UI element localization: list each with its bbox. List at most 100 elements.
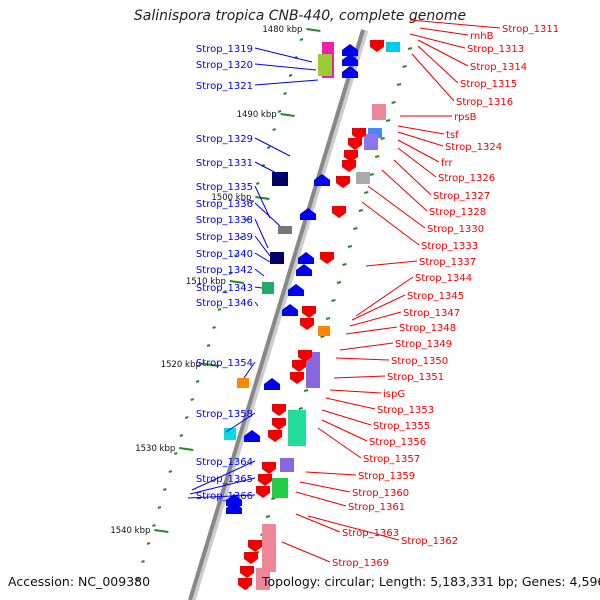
tick-mark	[152, 524, 156, 527]
tick-mark	[272, 128, 276, 131]
gene-arrow-reverse	[240, 566, 254, 578]
tick-mark	[168, 470, 173, 473]
gene-block-forward	[237, 378, 249, 388]
kbp-label: 1480 kbp	[262, 25, 302, 35]
gene-label-forward: Strop_1342	[196, 265, 253, 276]
kbp-label: 1540 kbp	[110, 526, 150, 536]
tick-mark	[391, 101, 396, 104]
gene-label-forward: Strop_1320	[196, 60, 253, 71]
label-leader-forward	[254, 185, 271, 219]
tick-mark	[369, 173, 374, 176]
gene-label-reverse: rnhB	[470, 31, 494, 42]
gene-block-reverse	[372, 104, 386, 120]
label-leader-reverse	[367, 185, 426, 229]
gene-arrow-reverse	[272, 404, 286, 416]
label-leader-reverse	[393, 159, 432, 196]
gene-label-reverse: Strop_1369	[332, 558, 389, 569]
map-title: Salinispora tropica CNB-440, complete ge…	[133, 8, 467, 24]
tick-mark	[298, 407, 303, 410]
gene-label-forward: Strop_1331	[196, 158, 253, 169]
tick-mark	[217, 308, 222, 311]
label-leader-forward	[191, 460, 256, 491]
kbp-label: 1530 kbp	[135, 444, 175, 454]
tick-mark	[266, 146, 271, 149]
label-leader-forward	[254, 252, 271, 263]
label-leader-forward	[254, 235, 271, 257]
gene-arrow-forward	[342, 54, 358, 66]
gene-arrow-reverse	[238, 578, 252, 590]
label-leader-reverse	[409, 33, 466, 49]
label-leader-reverse	[417, 45, 459, 84]
gene-label-reverse: Strop_1361	[348, 502, 405, 513]
gene-arrow-forward	[288, 284, 304, 296]
tick-mark	[374, 155, 380, 158]
gene-arrow-reverse	[344, 150, 358, 162]
gene-arrow-forward	[226, 494, 242, 506]
gene-label-forward: Strop_1358	[196, 409, 253, 420]
gene-block-forward	[262, 282, 274, 294]
gene-arrow-reverse	[300, 318, 314, 330]
gene-block-reverse	[306, 352, 320, 388]
gene-arrow-reverse	[258, 474, 272, 486]
gene-label-reverse: Strop_1363	[342, 528, 399, 539]
label-leader-reverse	[361, 201, 420, 246]
gene-label-forward: Strop_1343	[196, 283, 253, 294]
gene-label-reverse: Strop_1326	[438, 173, 495, 184]
gene-label-reverse: Strop_1351	[387, 372, 444, 383]
gene-label-reverse: Strop_1359	[358, 471, 415, 482]
gene-arrow-reverse	[352, 128, 366, 140]
tick-mark	[146, 542, 151, 545]
label-leader-reverse	[409, 19, 501, 29]
label-leader-reverse	[345, 326, 398, 335]
label-leader-forward	[254, 79, 319, 86]
tick-mark	[163, 488, 167, 491]
label-leader-reverse	[419, 27, 469, 36]
gene-block-forward	[270, 252, 284, 264]
gene-label-reverse: Strop_1344	[415, 273, 472, 284]
tick-mark	[206, 344, 211, 347]
gene-block-reverse	[262, 524, 276, 572]
gene-arrow-forward	[264, 378, 280, 390]
gene-arrow-reverse	[332, 206, 346, 218]
kbp-tick	[280, 113, 295, 117]
tick-mark	[250, 200, 255, 203]
tick-mark	[141, 560, 145, 563]
gene-label-reverse: Strop_1314	[470, 62, 527, 73]
gene-block-reverse	[386, 42, 400, 52]
gene-block-reverse	[272, 478, 288, 498]
gene-arrow-forward	[314, 174, 330, 186]
label-leader-reverse	[349, 311, 402, 327]
label-leader-reverse	[335, 357, 390, 361]
tick-mark	[234, 254, 238, 257]
gene-label-reverse: tsf	[446, 130, 459, 141]
kbp-tick	[229, 280, 245, 284]
gene-arrow-reverse	[244, 552, 258, 564]
gene-label-forward: Strop_1321	[196, 81, 253, 92]
kbp-tick	[306, 28, 321, 32]
gene-label-reverse: ispG	[383, 389, 405, 400]
tick-mark	[283, 92, 287, 95]
label-leader-forward	[254, 47, 313, 63]
gene-label-forward: Strop_1365	[196, 474, 253, 485]
gene-label-reverse: Strop_1362	[401, 536, 458, 547]
gene-arrow-reverse	[272, 418, 286, 430]
gene-label-forward: Strop_1340	[196, 249, 253, 260]
gene-arrow-reverse	[302, 306, 316, 318]
tick-mark	[303, 389, 309, 392]
gene-label-reverse: Strop_1324	[445, 142, 502, 153]
tick-mark	[179, 434, 184, 437]
gene-block-forward	[272, 172, 288, 186]
tick-mark	[325, 317, 331, 320]
gene-arrow-forward	[342, 66, 358, 78]
gene-arrow-reverse	[268, 430, 282, 442]
gene-label-reverse: Strop_1356	[369, 437, 426, 448]
kbp-tick	[154, 529, 169, 533]
genome-backbone	[188, 29, 365, 600]
gene-label-reverse: Strop_1337	[419, 257, 476, 268]
gene-arrow-reverse	[256, 486, 270, 498]
gene-label-forward: Strop_1338	[196, 215, 253, 226]
gene-block-forward	[318, 54, 332, 76]
kbp-label: 1500 kbp	[211, 193, 251, 203]
tick-mark	[336, 281, 342, 284]
label-leader-forward	[254, 202, 281, 227]
